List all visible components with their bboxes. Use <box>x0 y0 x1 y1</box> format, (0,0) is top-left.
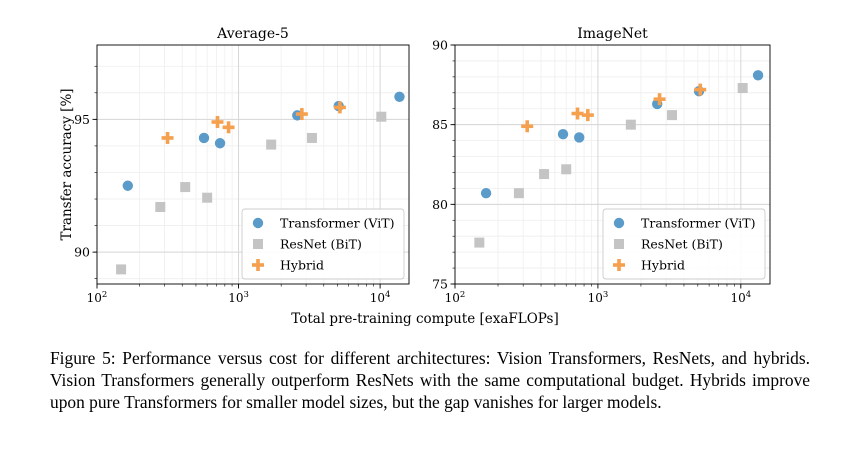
plot-frame <box>454 44 771 285</box>
series-plus <box>521 83 707 133</box>
square-point <box>513 188 524 199</box>
legend-label: Transformer (ViT) <box>641 216 755 231</box>
chart-title: ImageNet <box>577 26 648 42</box>
plus-bar-v <box>256 259 260 271</box>
plus-point <box>653 93 666 106</box>
series-square <box>116 111 387 275</box>
plus-bar-v <box>165 131 170 144</box>
x-tick-label: 104 <box>370 290 391 305</box>
plus-point <box>211 116 224 129</box>
plus-point <box>581 109 594 122</box>
series-square <box>474 83 748 248</box>
square-point <box>474 237 485 248</box>
plus-point <box>161 131 174 144</box>
x-axis-label: Total pre-training compute [exaFLOPs] <box>291 311 558 327</box>
plus-bar-v <box>226 121 231 134</box>
square-point <box>155 201 166 212</box>
series-circle <box>480 70 764 199</box>
plus-point <box>571 107 584 120</box>
chart-imagenet: 102 103 104 75 80 85 90 ImageNet Total pre-train… <box>291 26 771 327</box>
legend-box <box>602 208 766 280</box>
figure-caption: Figure 5: Performance versus cost for di… <box>50 348 810 412</box>
plus-point <box>333 101 346 114</box>
chart-average-5: 102 103 104 90 95 Average-5 Transfer accuracy … <box>59 26 410 305</box>
square-point <box>737 83 748 94</box>
circle-point <box>214 138 226 149</box>
y-tick-label: 75 <box>432 277 448 292</box>
figure-panels: 102 103 104 90 95 Average-5 Transfer accuracy … <box>59 26 771 327</box>
y-tick-label: 95 <box>74 112 90 127</box>
y-tick-label: 90 <box>432 38 448 53</box>
legend-box <box>241 208 405 280</box>
plus-point <box>295 108 308 121</box>
y-tick-label: 85 <box>432 117 448 132</box>
plus-point <box>694 83 707 96</box>
x-tick-label: 103 <box>228 290 249 305</box>
square-point <box>266 139 277 150</box>
y-tick-label: 90 <box>74 245 90 260</box>
plus-bar-v <box>300 108 304 121</box>
square-point <box>539 169 550 180</box>
legend: Transformer (ViT) ResNet (BiT) Hybrid <box>602 208 766 280</box>
legend-plus-swatch <box>252 259 264 271</box>
square-point <box>202 192 213 203</box>
square-point <box>306 132 317 143</box>
x-tick-label: 102 <box>87 290 108 305</box>
square-point <box>667 110 678 121</box>
plus-bar-v <box>586 109 590 122</box>
x-tick-label: 103 <box>588 290 609 305</box>
circle-point <box>122 180 133 191</box>
plus-point <box>521 120 534 133</box>
series-plus <box>161 101 346 144</box>
plot-frame <box>96 44 410 285</box>
legend-label: Hybrid <box>280 258 324 273</box>
legend: Transformer (ViT) ResNet (BiT) Hybrid <box>241 208 405 280</box>
legend-label: ResNet (BiT) <box>280 237 362 252</box>
plus-bar-v <box>698 83 703 96</box>
legend-label: ResNet (BiT) <box>641 237 723 252</box>
legend-square-swatch <box>614 239 624 249</box>
legend-label: Transformer (ViT) <box>280 216 394 231</box>
legend-plus-swatch <box>613 259 625 271</box>
x-tick-label: 102 <box>445 290 466 305</box>
plus-bar-v <box>215 116 220 129</box>
legend-circle-swatch <box>613 217 625 229</box>
legend-circle-swatch <box>252 217 264 229</box>
plus-bar-v <box>657 93 662 106</box>
x-tick-label: 104 <box>730 290 751 305</box>
y-tick-label: 80 <box>432 197 448 212</box>
plus-bar-v <box>617 259 621 271</box>
y-axis-label: Transfer accuracy [%] <box>59 88 75 240</box>
square-point <box>376 111 387 122</box>
square-point <box>625 119 636 130</box>
square-point <box>116 264 127 275</box>
plus-bar-v <box>338 101 342 114</box>
square-point <box>561 164 572 175</box>
plus-bar-v <box>525 120 529 133</box>
circle-point <box>752 70 764 81</box>
legend-square-swatch <box>253 239 263 249</box>
square-point <box>180 182 191 193</box>
plus-point <box>222 121 235 134</box>
legend-label: Hybrid <box>641 258 685 273</box>
circle-point <box>557 129 569 140</box>
chart-title: Average-5 <box>216 26 289 42</box>
circle-point <box>480 187 492 199</box>
circle-point <box>394 91 405 102</box>
circle-point <box>574 132 585 143</box>
plus-bar-v <box>575 107 580 120</box>
circle-point <box>198 132 210 144</box>
